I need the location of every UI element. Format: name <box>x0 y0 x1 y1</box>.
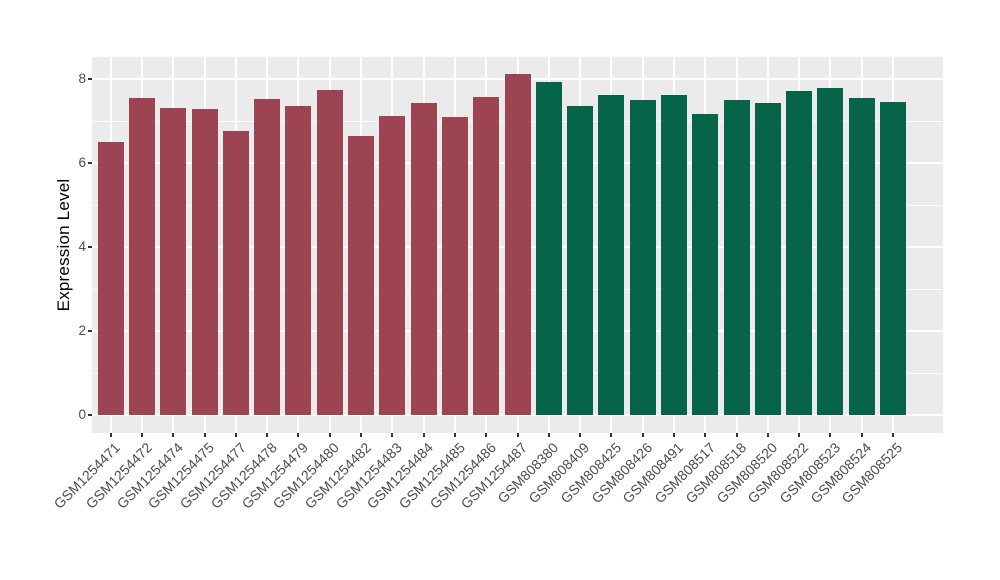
x-tick-mark-GSM808426 <box>641 433 644 437</box>
plot-panel <box>92 57 943 433</box>
bar-GSM1254479 <box>285 106 312 415</box>
y-tick-label-6: 6 <box>78 155 86 170</box>
x-tick-mark-GSM1254487 <box>516 433 519 437</box>
x-tick-mark-GSM808518 <box>735 433 738 437</box>
bar-GSM1254487 <box>504 74 531 415</box>
bar-GSM808517 <box>692 114 719 415</box>
x-tick-mark-GSM808520 <box>766 433 769 437</box>
y-tick-mark-8 <box>88 78 92 80</box>
x-tick-mark-GSM808525 <box>891 433 894 437</box>
y-tick-mark-0 <box>88 414 92 416</box>
bar-GSM1254480 <box>316 90 343 415</box>
x-tick-mark-GSM1254484 <box>422 433 425 437</box>
x-tick-mark-GSM1254477 <box>234 433 237 437</box>
x-tick-mark-GSM1254485 <box>453 433 456 437</box>
bar-GSM808518 <box>723 100 750 415</box>
bar-GSM1254486 <box>473 97 500 415</box>
bar-GSM1254482 <box>348 136 375 415</box>
bar-GSM808380 <box>535 82 562 415</box>
bar-GSM808426 <box>629 100 656 415</box>
y-tick-label-8: 8 <box>78 71 86 86</box>
x-tick-mark-GSM808522 <box>798 433 801 437</box>
bar-GSM808525 <box>879 102 906 415</box>
bar-GSM1254471 <box>97 142 124 415</box>
x-tick-mark-GSM808523 <box>829 433 832 437</box>
bar-GSM1254475 <box>191 109 218 415</box>
x-tick-mark-GSM1254471 <box>109 433 112 437</box>
bar-GSM808491 <box>660 95 687 415</box>
x-tick-mark-GSM1254486 <box>485 433 488 437</box>
y-tick-mark-2 <box>88 330 92 332</box>
bar-GSM808523 <box>817 88 844 415</box>
x-tick-mark-GSM1254475 <box>203 433 206 437</box>
y-tick-label-0: 0 <box>78 407 86 422</box>
x-tick-mark-GSM808425 <box>610 433 613 437</box>
y-tick-mark-6 <box>88 162 92 164</box>
x-tick-mark-GSM1254483 <box>391 433 394 437</box>
x-tick-mark-GSM1254480 <box>328 433 331 437</box>
y-tick-mark-4 <box>88 246 92 248</box>
x-tick-mark-GSM808380 <box>547 433 550 437</box>
x-tick-mark-GSM808524 <box>860 433 863 437</box>
bar-GSM1254483 <box>379 116 406 415</box>
bar-GSM808409 <box>567 106 594 415</box>
bar-GSM1254472 <box>129 98 156 415</box>
x-tick-mark-GSM1254472 <box>141 433 144 437</box>
bar-GSM808524 <box>848 98 875 415</box>
x-tick-mark-GSM808491 <box>672 433 675 437</box>
bar-GSM1254478 <box>254 99 281 415</box>
bar-GSM808425 <box>598 95 625 415</box>
x-tick-mark-GSM1254478 <box>266 433 269 437</box>
y-tick-label-2: 2 <box>78 323 86 338</box>
y-tick-label-4: 4 <box>78 239 86 254</box>
bar-GSM1254477 <box>222 131 249 415</box>
x-tick-mark-GSM1254479 <box>297 433 300 437</box>
bar-GSM1254474 <box>160 108 187 415</box>
x-tick-mark-GSM1254474 <box>172 433 175 437</box>
bar-GSM1254485 <box>441 117 468 415</box>
x-tick-mark-GSM808409 <box>579 433 582 437</box>
x-tick-mark-GSM1254482 <box>360 433 363 437</box>
bar-GSM808520 <box>754 103 781 415</box>
bar-GSM808522 <box>786 91 813 415</box>
bar-GSM1254484 <box>410 103 437 415</box>
x-tick-mark-GSM808517 <box>704 433 707 437</box>
